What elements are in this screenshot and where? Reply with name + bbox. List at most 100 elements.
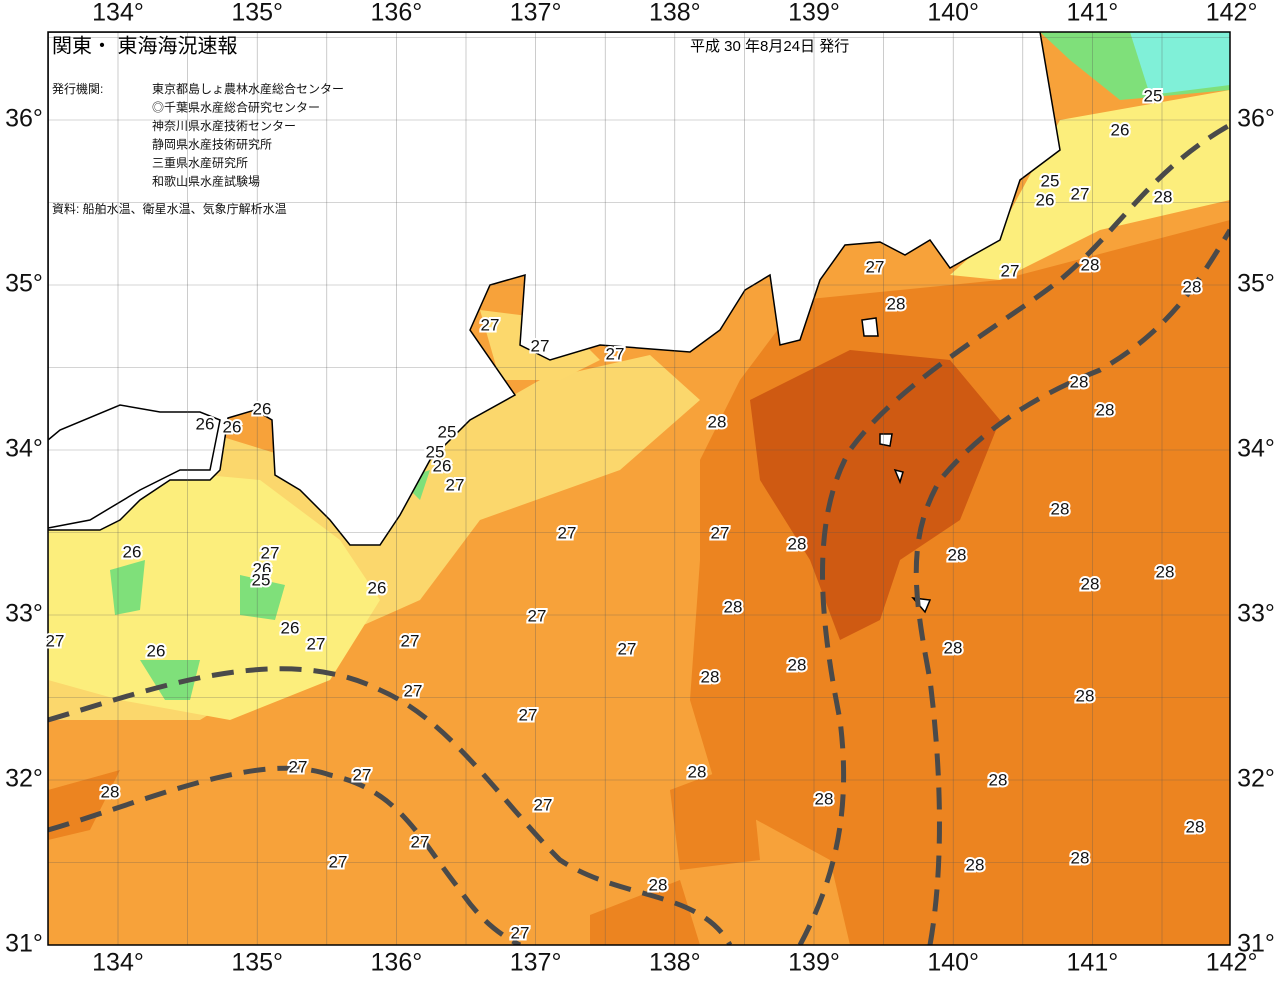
contour-label: 28 [708, 412, 727, 431]
lat-tick-label: 33° [1237, 600, 1275, 628]
kuroshio-path [48, 666, 733, 945]
title: 関東・ 東海海況速報 [52, 34, 238, 57]
contour-label: 28 [887, 294, 906, 313]
lon-tick-label: 140° [927, 0, 979, 27]
issue-date: 平成 30 年8月24日 発行 [690, 38, 849, 55]
contour-label: 27 [558, 523, 577, 542]
lat-tick-label: 36° [1237, 105, 1275, 133]
contour-label: 27 [534, 795, 553, 814]
lon-tick-label: 137° [510, 0, 562, 27]
contour-label: 26 [223, 417, 242, 436]
contour-label: 28 [1076, 686, 1095, 705]
lat-tick-label: 33° [5, 600, 43, 628]
contour-label: 27 [606, 344, 625, 363]
contour-label: 27 [528, 606, 547, 625]
contour-label: 26 [368, 578, 387, 597]
lon-tick-label: 139° [788, 949, 840, 977]
contour-label: 28 [966, 855, 985, 874]
warm-core [750, 350, 1000, 640]
issuers-label: 発行機関: [52, 81, 103, 96]
lon-tick-label: 137° [510, 949, 562, 977]
land [48, 404, 221, 529]
contour-label: 27 [866, 257, 885, 276]
contour-label: 28 [724, 597, 743, 616]
contour-label: 28 [1081, 574, 1100, 593]
contour-label: 27 [353, 765, 372, 784]
contour-label: 28 [688, 762, 707, 781]
contour-label: 26 [253, 399, 272, 418]
contour-label: 26 [253, 559, 272, 578]
contour-label: 25 [1041, 171, 1060, 190]
contour-label: 28 [948, 545, 967, 564]
cool-zone [950, 90, 1230, 280]
lon-tick-label: 142° [1206, 949, 1258, 977]
contour-label: 26 [1036, 190, 1055, 209]
contour-label: 26 [281, 618, 300, 637]
contour-label: 25 [438, 422, 457, 441]
lon-tick-label: 138° [649, 949, 701, 977]
contour-label: 27 [531, 336, 550, 355]
contour-label: 28 [1070, 372, 1089, 391]
contour-label: 27 [481, 315, 500, 334]
issuer: 神奈川県水産技術センター [152, 118, 296, 133]
contour-label: 28 [701, 667, 720, 686]
contour-label: 28 [1183, 277, 1202, 296]
kuroshio-path [913, 228, 1230, 945]
contour-label: 27 [711, 523, 730, 542]
contour-label: 27 [46, 631, 65, 650]
sst-field [48, 32, 1230, 945]
island [861, 317, 932, 614]
lon-tick-label: 142° [1206, 0, 1258, 27]
cold-patch [1130, 32, 1230, 95]
lat-tick-label: 34° [5, 435, 43, 463]
contour-label: 27 [519, 705, 538, 724]
lon-tick-label: 141° [1067, 949, 1119, 977]
contour-label: 27 [289, 757, 308, 776]
lat-tick-label: 34° [1237, 435, 1275, 463]
contour-label: 28 [1154, 187, 1173, 206]
lat-tick-label: 32° [5, 765, 43, 793]
lon-tick-label: 136° [371, 0, 423, 27]
contour-label: 28 [1186, 817, 1205, 836]
issuer: 静岡県水産技術研究所 [152, 137, 272, 152]
contour-label: 27 [261, 543, 280, 562]
lat-tick-label: 31° [1237, 930, 1275, 958]
contour-label: 28 [788, 534, 807, 553]
contour-label: 28 [101, 782, 120, 801]
contour-label: 28 [1156, 562, 1175, 581]
contour-label: 27 [1001, 261, 1020, 280]
contour-label: 27 [401, 631, 420, 650]
contour-label: 28 [815, 789, 834, 808]
lat-tick-label: 35° [5, 270, 43, 298]
issuer: 東京都島しょ農林水産総合センター [152, 81, 344, 96]
contour-label: 28 [1051, 499, 1070, 518]
contour-label: 28 [1071, 848, 1090, 867]
lat-tick-label: 35° [1237, 270, 1275, 298]
source: 資料: 船舶水温、衛星水温、気象庁解析水温 [52, 201, 287, 216]
lon-tick-label: 138° [649, 0, 701, 27]
lat-tick-label: 32° [1237, 765, 1275, 793]
contour-label: 27 [404, 681, 423, 700]
lon-tick-label: 140° [927, 949, 979, 977]
lon-tick-label: 134° [92, 0, 144, 27]
lon-tick-label: 141° [1067, 0, 1119, 27]
contour-label: 28 [1081, 255, 1100, 274]
contour-label: 28 [989, 770, 1008, 789]
contour-label: 26 [1111, 120, 1130, 139]
issuer: 三重県水産研究所 [152, 155, 248, 170]
lon-tick-label: 139° [788, 0, 840, 27]
cold-patch [110, 470, 430, 700]
warm-zone [48, 760, 760, 945]
contour-label: 26 [196, 414, 215, 433]
contour-label: 27 [446, 475, 465, 494]
lon-tick-label: 134° [92, 949, 144, 977]
contour-label: 27 [411, 832, 430, 851]
graticule [48, 32, 1230, 945]
contour-label: 25 [252, 570, 271, 589]
contour-label: 28 [649, 875, 668, 894]
contour-label: 27 [1071, 184, 1090, 203]
issuer: ◎千葉県水産総合研究センター [152, 100, 320, 115]
contour-label: 26 [123, 542, 142, 561]
